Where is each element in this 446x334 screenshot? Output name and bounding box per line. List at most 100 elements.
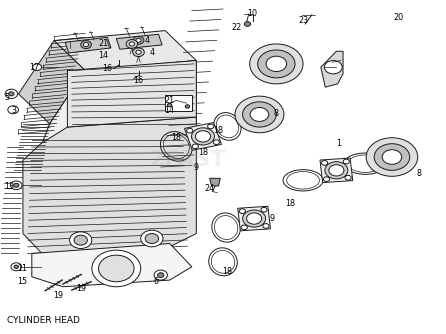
Circle shape [10, 181, 22, 190]
Circle shape [192, 144, 198, 149]
Circle shape [235, 96, 284, 133]
Text: 5: 5 [5, 93, 10, 102]
Text: 13: 13 [4, 182, 15, 191]
Circle shape [9, 92, 14, 96]
Bar [165, 95, 192, 111]
Polygon shape [321, 51, 343, 87]
Polygon shape [185, 123, 222, 150]
Circle shape [126, 40, 138, 48]
Polygon shape [18, 41, 85, 124]
Circle shape [167, 104, 172, 107]
Circle shape [247, 213, 262, 224]
Circle shape [239, 209, 245, 213]
Text: 6: 6 [154, 277, 159, 286]
Text: 18: 18 [198, 148, 208, 157]
Circle shape [345, 175, 351, 180]
Circle shape [8, 106, 18, 114]
Circle shape [195, 131, 211, 142]
Circle shape [323, 177, 330, 181]
Text: 22: 22 [231, 23, 241, 32]
Circle shape [14, 265, 18, 269]
Circle shape [11, 263, 21, 271]
Text: 14: 14 [98, 51, 108, 60]
Circle shape [92, 250, 141, 287]
Circle shape [186, 128, 193, 133]
Circle shape [325, 162, 348, 179]
Text: 17: 17 [29, 63, 39, 72]
Circle shape [133, 36, 144, 44]
Text: 3: 3 [12, 106, 17, 115]
Circle shape [141, 230, 163, 247]
Text: 8: 8 [416, 169, 421, 178]
Circle shape [185, 105, 190, 108]
Polygon shape [116, 34, 162, 49]
Circle shape [243, 102, 277, 127]
Circle shape [136, 50, 141, 54]
Circle shape [343, 159, 349, 164]
Circle shape [13, 183, 19, 187]
Circle shape [261, 207, 267, 212]
Text: 18: 18 [214, 126, 223, 135]
Text: 18: 18 [285, 199, 295, 208]
Circle shape [157, 273, 164, 278]
Text: 16: 16 [133, 76, 144, 85]
Text: 4: 4 [145, 36, 150, 45]
Circle shape [83, 43, 89, 47]
Text: 24: 24 [205, 184, 215, 193]
Circle shape [81, 41, 91, 48]
Polygon shape [41, 60, 196, 170]
Text: 4: 4 [149, 48, 154, 57]
Text: 21: 21 [98, 39, 108, 48]
Text: 21: 21 [165, 96, 175, 105]
Polygon shape [320, 158, 353, 183]
Polygon shape [65, 37, 111, 53]
Text: 19: 19 [76, 284, 86, 293]
Polygon shape [23, 117, 196, 257]
Circle shape [322, 161, 328, 165]
Circle shape [374, 144, 410, 170]
Circle shape [243, 210, 266, 227]
Text: 16: 16 [103, 64, 112, 73]
Text: 14: 14 [165, 106, 175, 115]
Text: 18: 18 [171, 133, 182, 142]
Polygon shape [54, 31, 196, 70]
Polygon shape [238, 206, 271, 231]
Circle shape [133, 48, 145, 56]
Circle shape [241, 225, 248, 230]
Circle shape [263, 224, 269, 228]
Text: 1: 1 [336, 139, 341, 148]
Circle shape [366, 138, 418, 176]
Circle shape [74, 235, 87, 245]
Circle shape [33, 64, 41, 70]
Polygon shape [32, 243, 192, 287]
Text: 2FAST: 2FAST [149, 150, 226, 170]
Text: CYLINDER HEAD: CYLINDER HEAD [8, 316, 80, 325]
Text: 20: 20 [393, 13, 404, 22]
Circle shape [258, 50, 295, 78]
Circle shape [250, 44, 303, 84]
Polygon shape [210, 178, 220, 186]
Text: 9: 9 [194, 163, 199, 171]
Circle shape [99, 255, 134, 282]
Circle shape [136, 38, 141, 42]
Circle shape [250, 108, 269, 121]
Circle shape [382, 150, 402, 164]
Circle shape [154, 270, 167, 280]
Circle shape [244, 22, 251, 26]
Text: 18: 18 [223, 267, 232, 276]
Circle shape [191, 128, 215, 145]
Circle shape [329, 165, 344, 176]
Circle shape [324, 60, 342, 74]
Text: 19: 19 [54, 291, 64, 300]
Text: 11: 11 [17, 264, 27, 273]
Text: 23: 23 [298, 16, 308, 25]
Circle shape [5, 89, 17, 99]
Text: 15: 15 [17, 277, 27, 286]
Circle shape [266, 56, 287, 71]
Circle shape [129, 42, 135, 46]
Circle shape [145, 233, 158, 243]
Circle shape [213, 140, 219, 145]
Text: 9: 9 [269, 214, 274, 223]
Polygon shape [67, 60, 196, 127]
Circle shape [70, 232, 92, 248]
